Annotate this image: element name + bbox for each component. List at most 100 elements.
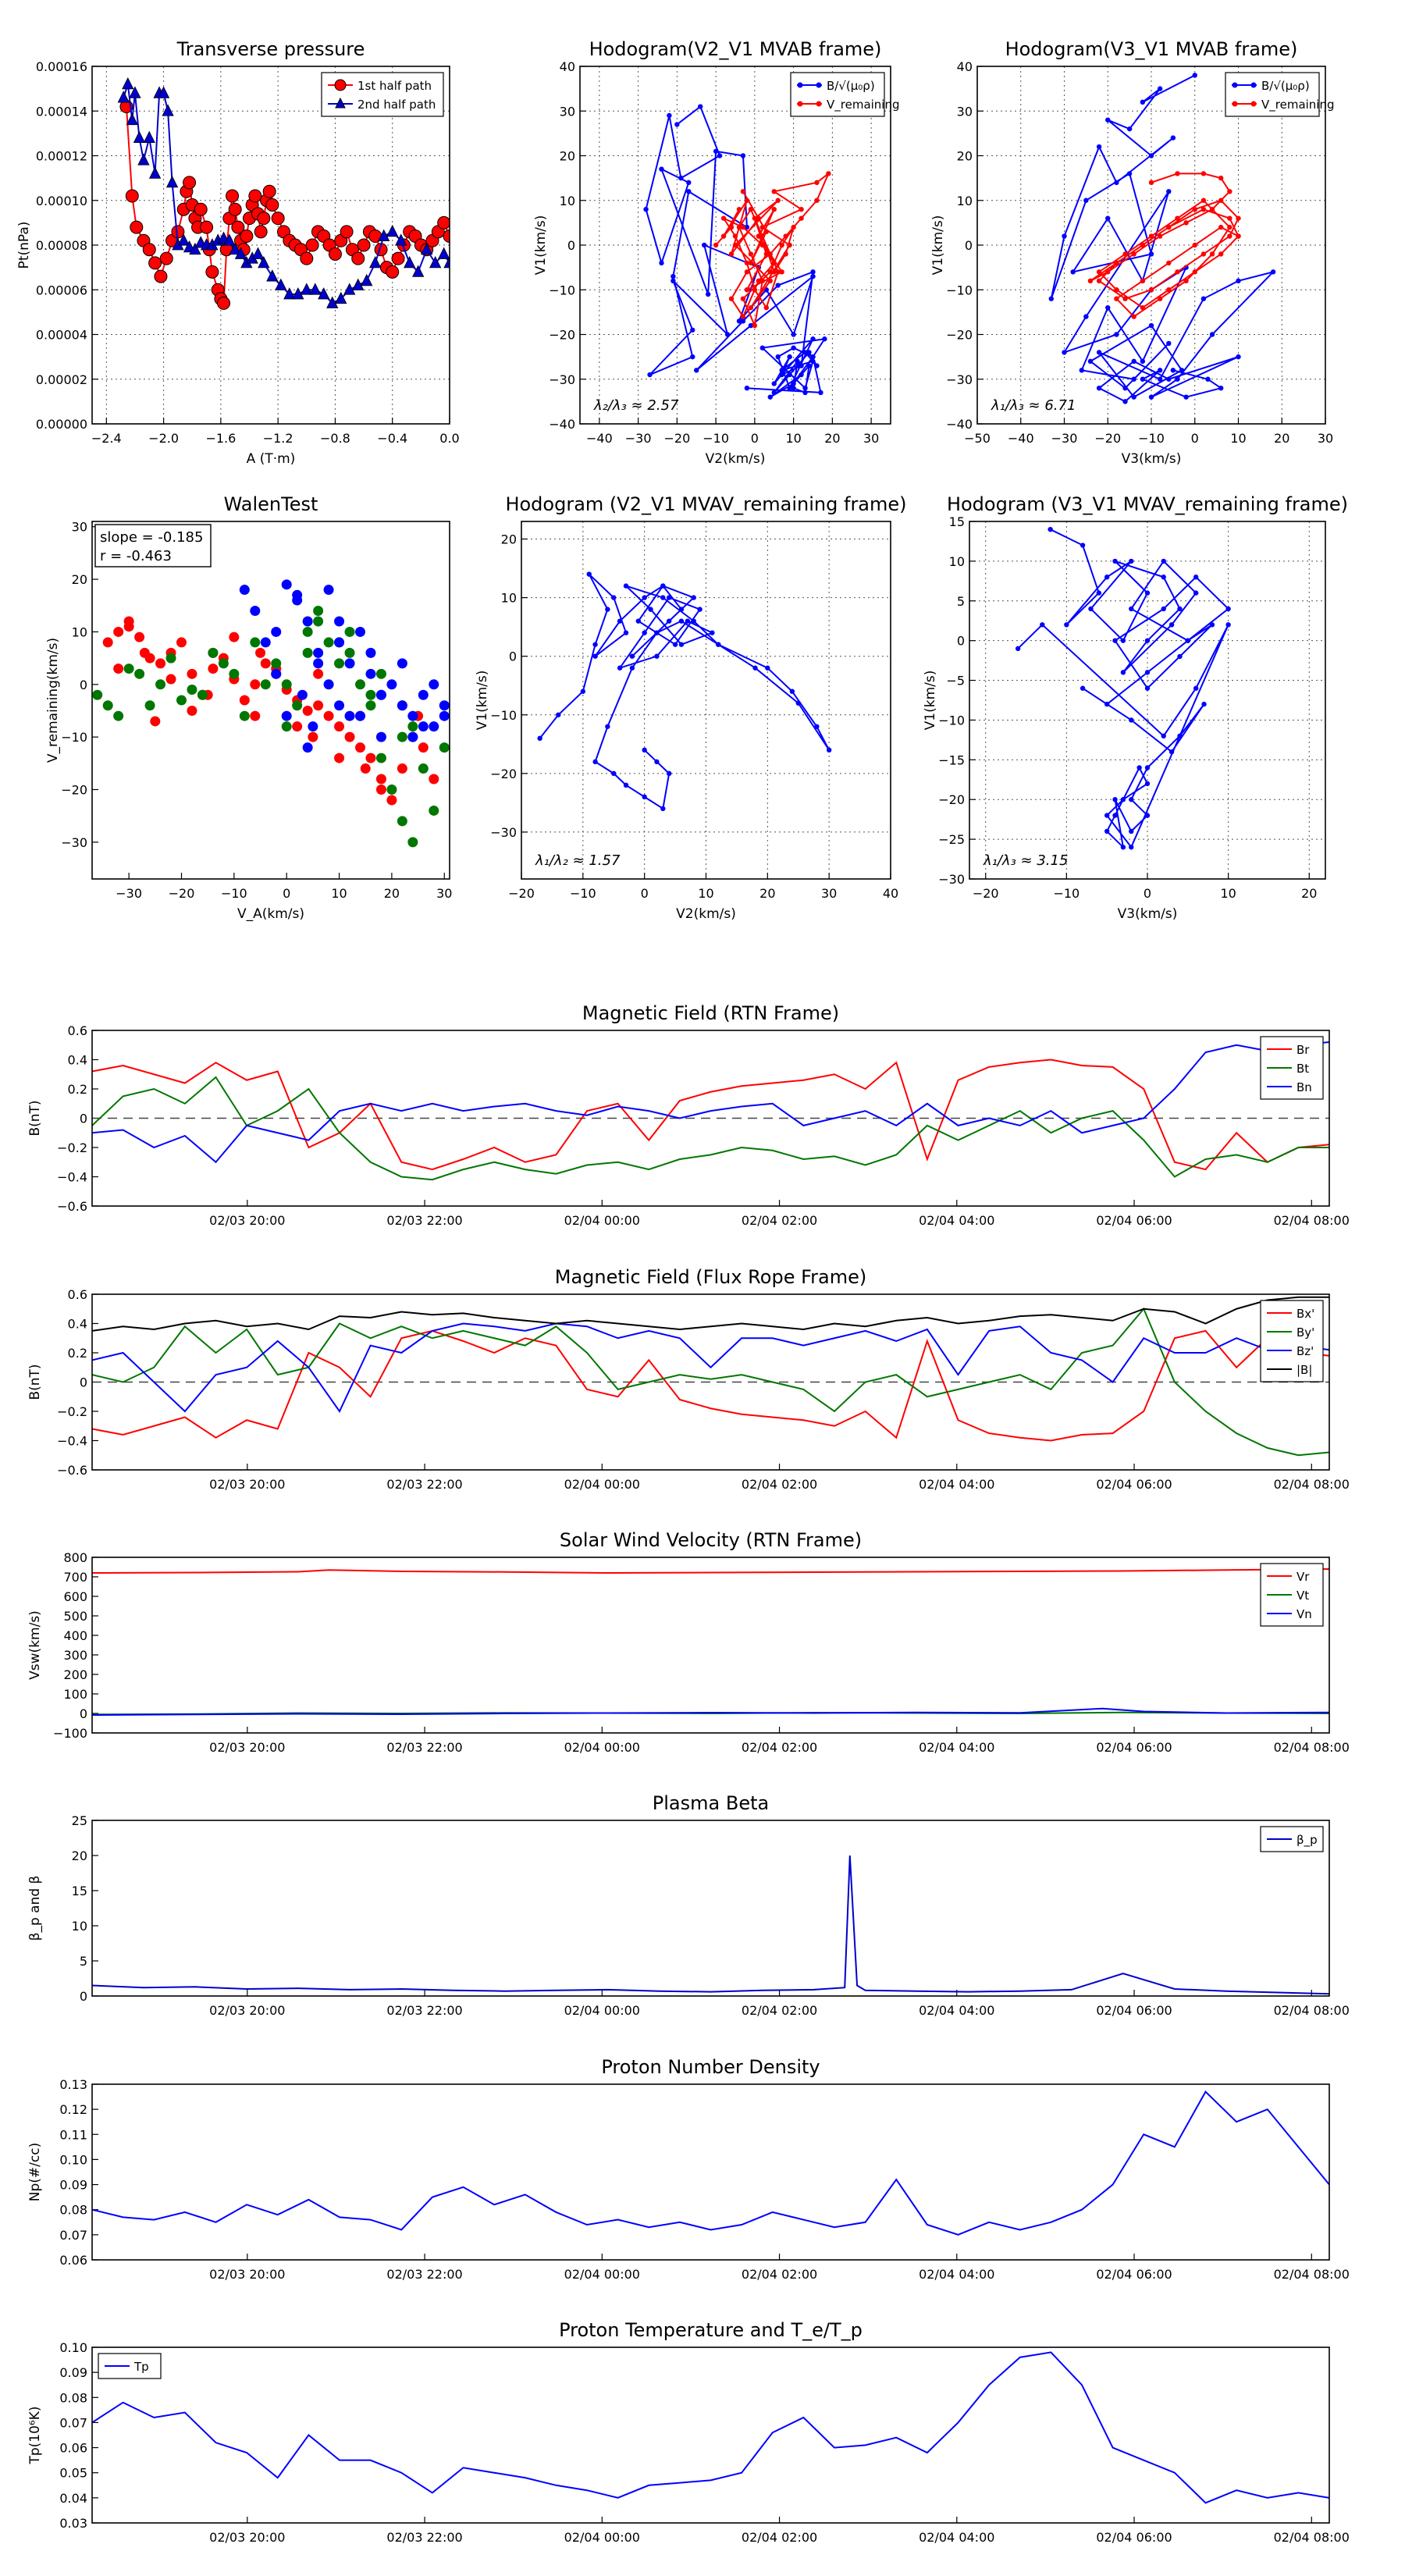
mag_fr-legend-label: Bz' <box>1297 1344 1314 1358</box>
h1-xtick-label: −30 <box>625 431 652 446</box>
pt-series-1-point <box>351 251 365 265</box>
h3-series-1-point <box>667 618 672 624</box>
mag_rtn-axes-frame <box>91 1030 1330 1207</box>
h4-series-1-point <box>1048 526 1053 532</box>
h1-series-1-point <box>705 291 711 297</box>
np-xtick-label: 02/04 00:00 <box>564 2267 640 2282</box>
np-series-1-line <box>92 2090 1329 2236</box>
mag_rtn-legend-label: Bn <box>1297 1080 1312 1094</box>
h1-series-2-point <box>740 296 746 301</box>
walen-series-2-point <box>281 679 292 690</box>
walen-series-2-point <box>418 763 429 774</box>
h1-eigen-ratio: λ₂/λ₃ ≈ 2.57 <box>593 397 679 414</box>
h3-series-1-point <box>678 607 685 612</box>
h2-series-1-point <box>1083 197 1089 203</box>
h1-ytick-label: 20 <box>560 149 575 164</box>
h3-ytick-label: 10 <box>501 591 517 606</box>
pt-series-2-point <box>283 287 296 300</box>
h1-legend-box <box>790 72 885 117</box>
walen-series-2-point <box>176 695 187 706</box>
walen-ytick-label: 10 <box>72 624 87 639</box>
h3-series-1-point <box>795 700 801 706</box>
h3-series-1-point <box>678 618 685 624</box>
h2-series-1-point <box>1140 99 1146 105</box>
walen-series-1-point <box>255 647 266 658</box>
h1-series-1-point <box>775 283 781 288</box>
h2-series-1-point <box>1114 180 1119 186</box>
walen-xtick-label: −20 <box>169 886 195 901</box>
h4-series-1-point <box>1177 733 1183 738</box>
walen-series-3-point <box>375 689 386 700</box>
h2-series-2-point <box>1114 296 1119 301</box>
tp-ytick-label: 0.04 <box>59 2491 87 2506</box>
mag_rtn-chart: Magnetic Field (RTN Frame) 02/03 20:00 02/… <box>27 1002 1350 1228</box>
h4-series-1-point <box>1161 733 1166 738</box>
h3-xtick-label: −20 <box>508 886 535 901</box>
h1-series-1-point <box>791 381 796 386</box>
beta-xtick-label: 02/04 06:00 <box>1096 2003 1172 2018</box>
h1-chart: Hodogram(V2_V1 MVAB frame) −40 −30 −20 −10 0 1… <box>533 38 900 467</box>
walen-series-1-point <box>250 679 261 690</box>
walen-series-3-point <box>260 637 271 648</box>
h3-xlabel: V2(km/s) <box>676 906 736 922</box>
pt-series-1-point <box>300 251 314 265</box>
walen-series-2-point <box>323 637 334 648</box>
pt-legend-marker <box>334 79 347 91</box>
vsw-ytick-label: 300 <box>63 1648 87 1663</box>
mag_rtn-series-3-line <box>92 1041 1329 1164</box>
vsw-xtick-label: 02/03 20:00 <box>209 1740 285 1755</box>
h1-series-2-point <box>771 207 777 212</box>
pt-series-2-point <box>421 242 433 255</box>
walen-series-3-point <box>250 606 261 616</box>
h1-series-2-point <box>759 224 766 230</box>
h3-ytick-label: −20 <box>490 767 517 781</box>
h3-series-1-point <box>691 618 696 624</box>
h2-series-2-point <box>1131 251 1136 257</box>
tp-ytick-label: 0.07 <box>59 2415 87 2430</box>
h4-series-1-point <box>1144 813 1151 818</box>
beta-ytick-label: 10 <box>72 1919 87 1934</box>
mag_rtn-ytick-label: 0.6 <box>68 1023 87 1038</box>
h2-series-1-point <box>1148 322 1154 329</box>
h2-series-2-point <box>1175 269 1180 275</box>
mag_fr-legend-box <box>1260 1300 1324 1382</box>
h1-series-2-point <box>752 215 758 221</box>
h1-ytick-label: −20 <box>549 328 575 343</box>
np-ytick-label: 0.10 <box>59 2152 87 2167</box>
h3-series-1-point <box>611 770 617 777</box>
h2-series-1-point <box>1070 269 1076 275</box>
h3-series-1-point <box>537 735 542 742</box>
pt-series-2-point <box>126 112 138 126</box>
walen-series-3-point <box>397 658 407 669</box>
h2-series-2-point <box>1218 251 1224 257</box>
walen-series-2-point <box>197 689 208 700</box>
pt-xtick-label: −1.6 <box>205 431 236 446</box>
np-ytick-label: 0.09 <box>59 2178 87 2193</box>
walen-plot-area <box>92 521 450 879</box>
mag_rtn-series-2-line <box>92 1076 1329 1181</box>
h1-xtick-label: 30 <box>863 431 879 446</box>
h1-series-2-point <box>763 229 769 235</box>
walen-series-2-point <box>281 721 292 732</box>
walen-series-1-point <box>250 710 261 721</box>
h2-series-2-point <box>1236 233 1241 239</box>
walen-series-3-point <box>429 679 439 690</box>
pt-xlabel: A (T·m) <box>247 451 296 467</box>
pt-legend-marker <box>335 97 346 109</box>
h2-series-2-point <box>1183 220 1189 226</box>
walen-series-3-point <box>334 616 345 627</box>
h1-series-2-point <box>756 215 762 221</box>
walen-series-3-point <box>271 626 282 637</box>
walen-ytick-label: 20 <box>72 572 87 587</box>
h2-series-1-point <box>1157 86 1163 91</box>
h4-series-1-point <box>1112 558 1118 564</box>
h4-series-1-point <box>1120 797 1126 802</box>
h3-series-1-point <box>654 630 660 635</box>
walen-series-1-point <box>365 753 376 763</box>
walen-series-3-point <box>271 668 282 679</box>
h1-series-2-point <box>771 260 777 266</box>
h1-series-1-point <box>787 372 792 378</box>
h3-ylabel: V1(km/s) <box>475 671 490 731</box>
h4-series-1-point <box>1120 845 1126 850</box>
pt-xtick-label: −2.4 <box>91 431 122 446</box>
